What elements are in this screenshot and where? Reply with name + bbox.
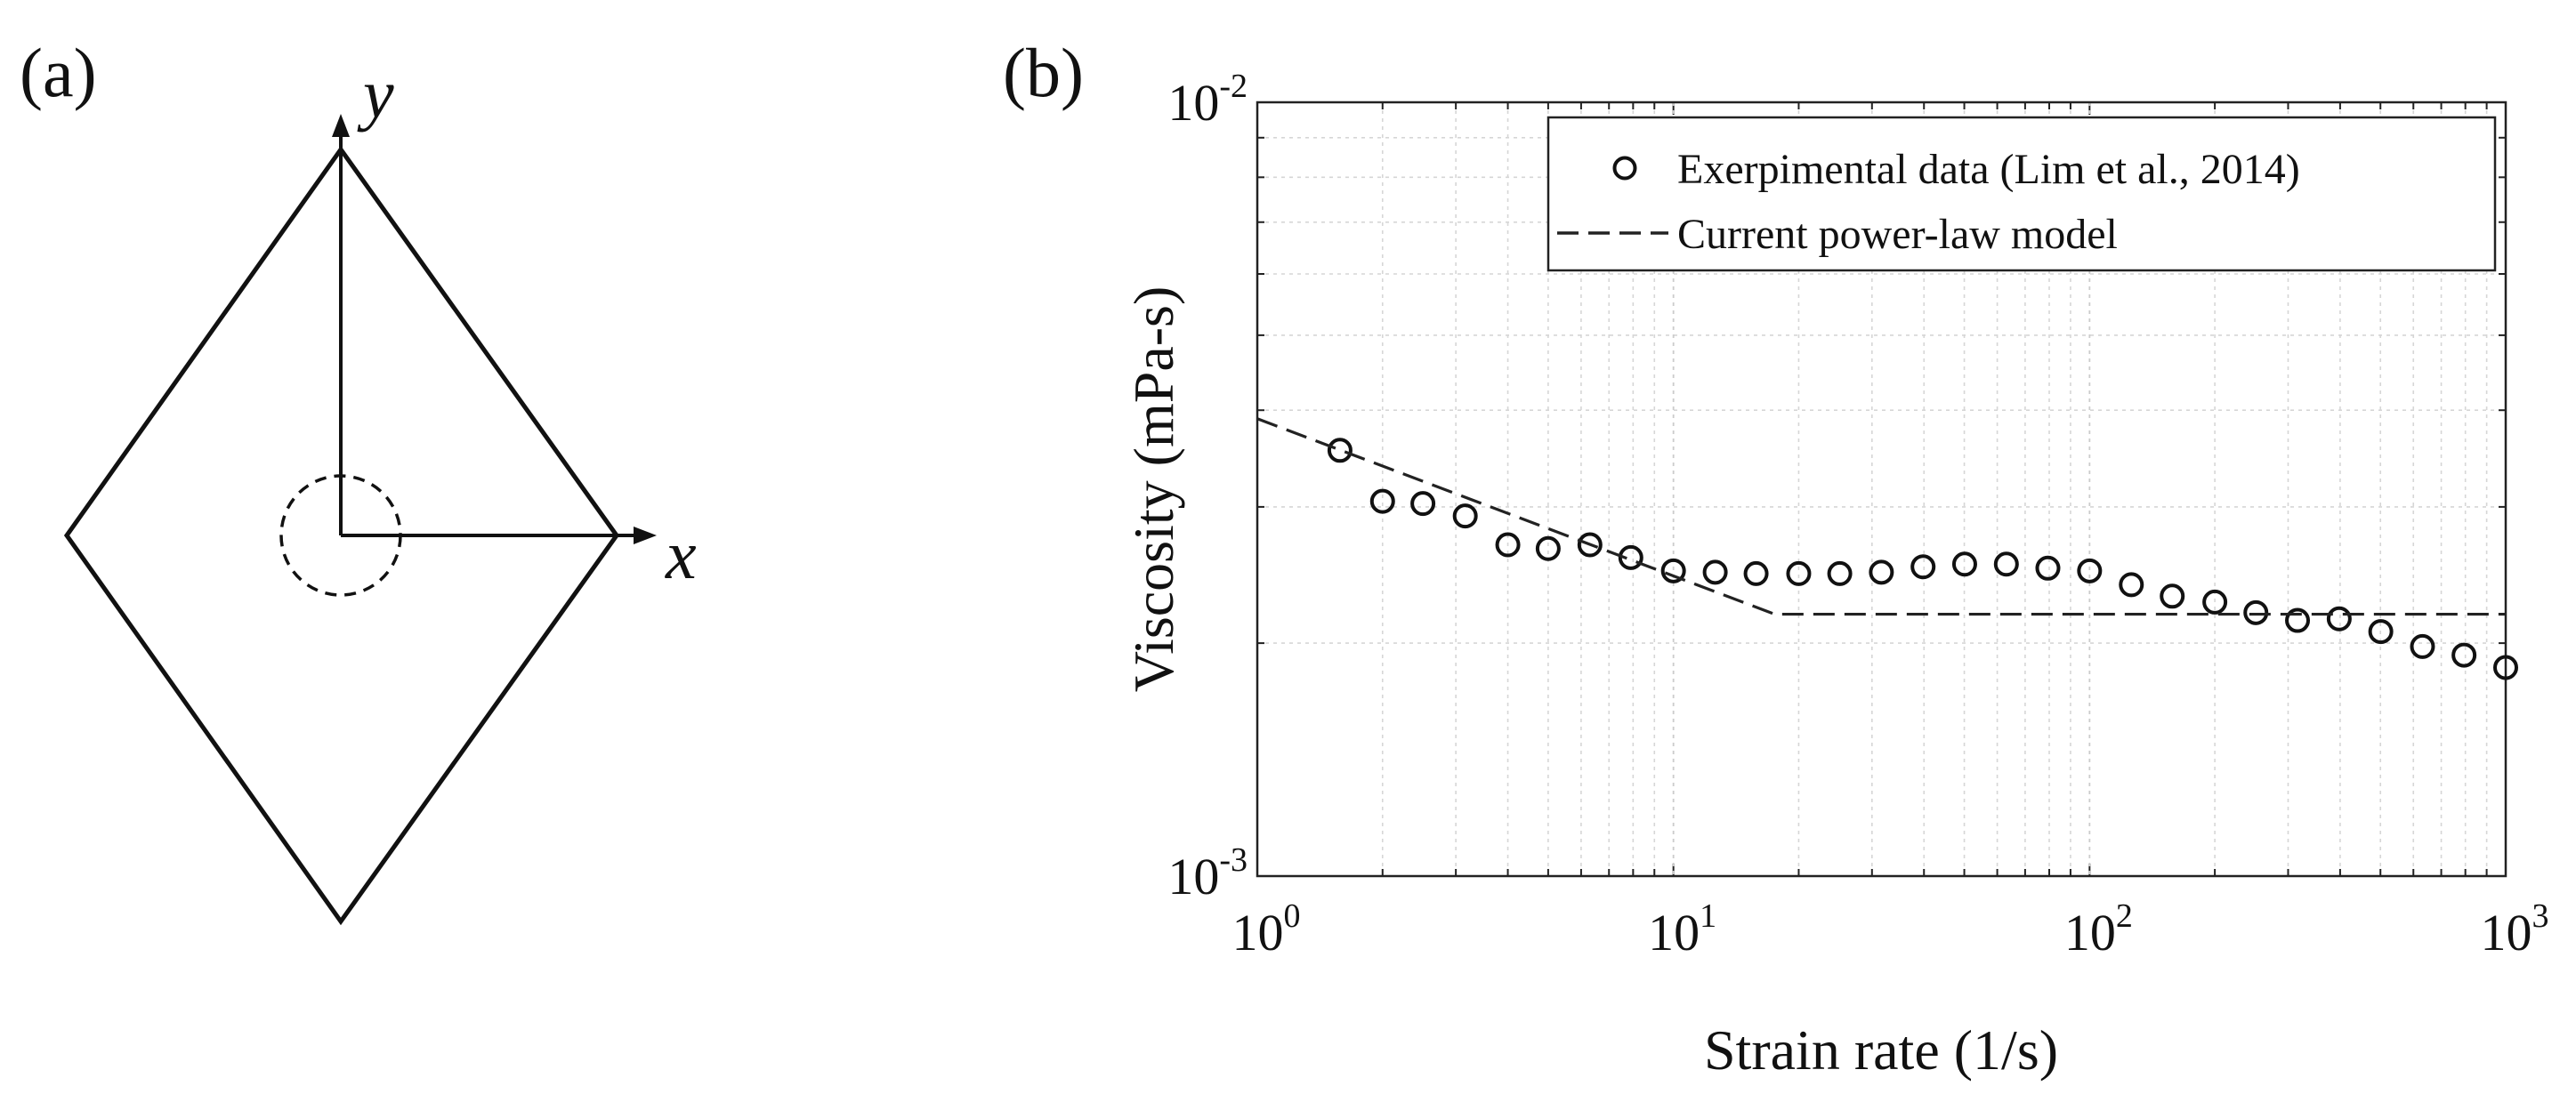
plot-frame	[1256, 101, 2507, 878]
data-point	[1951, 551, 1977, 577]
model-dashed-line	[1256, 417, 2506, 616]
legend-label-model: Current power-law model	[1677, 211, 2118, 258]
x-tick-label: 103	[2481, 897, 2549, 961]
legend-marker-circle	[1612, 156, 1637, 181]
data-point	[1743, 560, 1769, 586]
data-series	[1256, 417, 2518, 680]
y-axis-title: Viscosity (mPa-s)	[1122, 286, 1185, 693]
panel-a: (a) y x	[20, 34, 697, 926]
data-point	[1369, 488, 1395, 514]
panel-b-label: (b)	[1003, 34, 1084, 111]
y-axis-label: y	[357, 55, 394, 133]
data-point	[1327, 438, 1353, 463]
x-axis-title: Strain rate (1/s)	[1704, 1018, 2058, 1082]
data-point	[2451, 642, 2477, 668]
y-axis-arrowhead	[332, 114, 350, 137]
data-point	[2077, 558, 2103, 583]
legend: Exerpimental data (Lim et al., 2014) Cur…	[1546, 116, 2497, 272]
x-axis-label: x	[665, 516, 697, 593]
panel-a-label: (a)	[20, 34, 97, 111]
tick-labels: 100 101 102 103 10-3 10-2	[1167, 68, 2548, 961]
data-point	[1993, 551, 2019, 577]
data-point	[2243, 599, 2269, 625]
data-point	[2160, 583, 2185, 609]
data-point	[2285, 607, 2311, 633]
data-point	[1660, 558, 1686, 583]
data-point	[2493, 655, 2518, 680]
data-point	[1535, 535, 1561, 561]
data-point	[1452, 503, 1478, 529]
data-point	[2119, 572, 2144, 598]
data-point	[1410, 491, 1436, 517]
data-point	[2410, 633, 2435, 659]
legend-label-experimental: Exerpimental data (Lim et al., 2014)	[1677, 146, 2300, 193]
y-tick-label: 10-3	[1167, 841, 1248, 905]
data-point	[1577, 532, 1603, 558]
data-point	[2368, 619, 2394, 645]
data-point	[1702, 559, 1728, 585]
x-axis-arrowhead	[634, 527, 657, 544]
x-tick-label: 102	[2064, 897, 2133, 961]
data-point	[2326, 606, 2352, 631]
data-point	[1618, 544, 1643, 570]
x-tick-label: 101	[1648, 897, 1716, 961]
data-point	[1827, 560, 1853, 586]
rhombus-outline	[63, 145, 620, 926]
data-point	[2035, 555, 2061, 581]
data-point	[1869, 559, 1894, 585]
data-point	[1786, 560, 1812, 586]
x-tick-label: 100	[1232, 897, 1301, 961]
data-point	[1910, 554, 1936, 580]
y-tick-label: 10-2	[1167, 68, 1248, 132]
panel-b: (b) 100 101 102 103 10-3 10-2 Strain rate (1/…	[1003, 34, 2549, 1082]
data-point	[1495, 532, 1521, 558]
data-point	[2202, 589, 2228, 615]
legend-box	[1546, 116, 2497, 272]
